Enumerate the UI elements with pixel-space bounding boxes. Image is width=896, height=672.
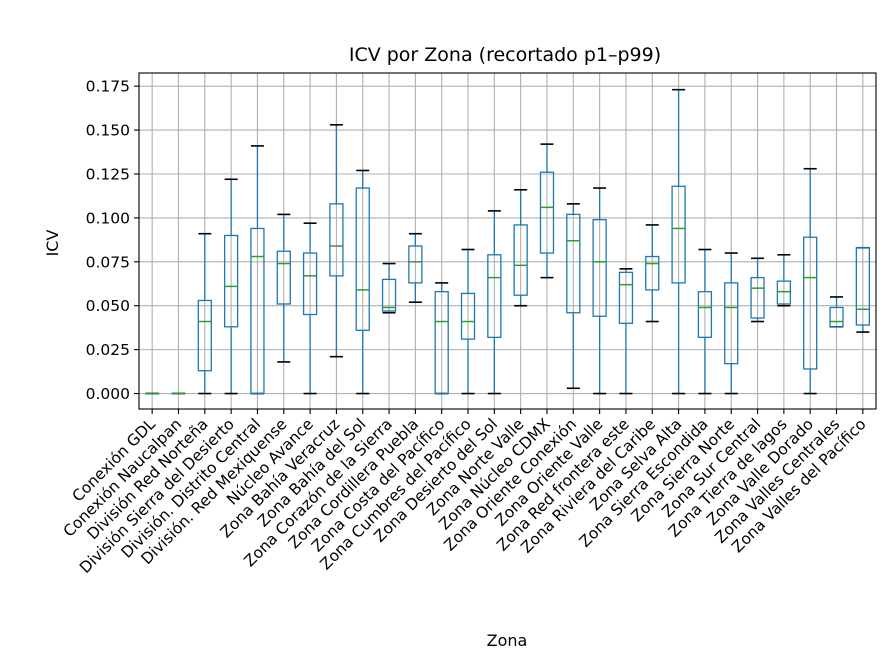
x-axis-label: Zona — [487, 631, 528, 650]
grid-lines — [139, 73, 876, 409]
box-item — [829, 296, 844, 328]
box-iqr — [697, 291, 713, 338]
box-iqr — [329, 203, 344, 277]
box-iqr — [750, 276, 765, 319]
box-iqr — [408, 245, 423, 284]
plot-frame — [138, 72, 877, 410]
box-iqr — [566, 213, 581, 314]
box-iqr — [197, 299, 212, 372]
box-iqr — [223, 234, 239, 328]
box-iqr — [592, 219, 607, 317]
y-tick-label: 0.125 — [86, 165, 130, 183]
box-item — [487, 210, 502, 395]
box-item — [592, 187, 607, 395]
y-tick-label: 0.150 — [86, 122, 130, 140]
box-iqr — [355, 187, 370, 331]
box-iqr — [618, 271, 634, 324]
box-item — [381, 262, 397, 314]
y-axis-label: ICV — [43, 230, 62, 257]
box-item — [724, 252, 739, 395]
box-iqr — [829, 306, 844, 328]
box-iqr — [539, 171, 555, 254]
y-tick-label: 0.000 — [86, 385, 130, 403]
box-item — [434, 282, 449, 395]
box-item — [302, 222, 318, 395]
box-item — [697, 248, 713, 395]
box-iqr — [460, 292, 476, 340]
box-item — [750, 257, 765, 323]
box-iqr — [724, 282, 739, 365]
box-item — [355, 169, 370, 395]
box-item — [671, 88, 686, 395]
box-iqr — [513, 224, 528, 296]
chart-title: ICV por Zona (recortado p1–p99) — [349, 44, 661, 66]
box-iqr — [434, 291, 449, 395]
box-item — [329, 124, 344, 358]
box-iqr — [381, 278, 397, 312]
box-item — [223, 178, 239, 395]
box-item — [276, 213, 291, 363]
box-item — [855, 246, 870, 333]
box-item — [803, 167, 818, 395]
box-iqr — [803, 236, 818, 370]
y-tick-label: 0.050 — [86, 297, 130, 315]
box-iqr — [250, 227, 265, 395]
y-tick-label: 0.025 — [86, 341, 130, 359]
y-tick-label: 0.100 — [86, 209, 130, 227]
box-iqr — [302, 252, 318, 316]
box-iqr — [645, 255, 660, 291]
box-iqr — [276, 250, 291, 305]
box-item — [539, 143, 555, 279]
box-item — [645, 224, 660, 323]
box-item — [566, 203, 581, 390]
y-tick-label: 0.075 — [86, 253, 130, 271]
box-iqr — [855, 247, 870, 326]
y-axis-ticks: 0.000 0.025 0.050 0.075 0.100 0.125 0.150 0.175 — [86, 78, 139, 403]
box-item — [197, 232, 212, 395]
box-item — [513, 189, 528, 307]
box-item — [618, 268, 634, 395]
box-item — [460, 248, 476, 395]
box-item — [250, 145, 265, 395]
box-iqr — [671, 185, 686, 284]
boxes-group — [145, 88, 870, 395]
box-iqr — [487, 254, 502, 338]
box-item — [408, 232, 423, 304]
y-tick-label: 0.175 — [86, 78, 130, 96]
box-item — [776, 253, 792, 307]
box-iqr — [776, 280, 792, 305]
